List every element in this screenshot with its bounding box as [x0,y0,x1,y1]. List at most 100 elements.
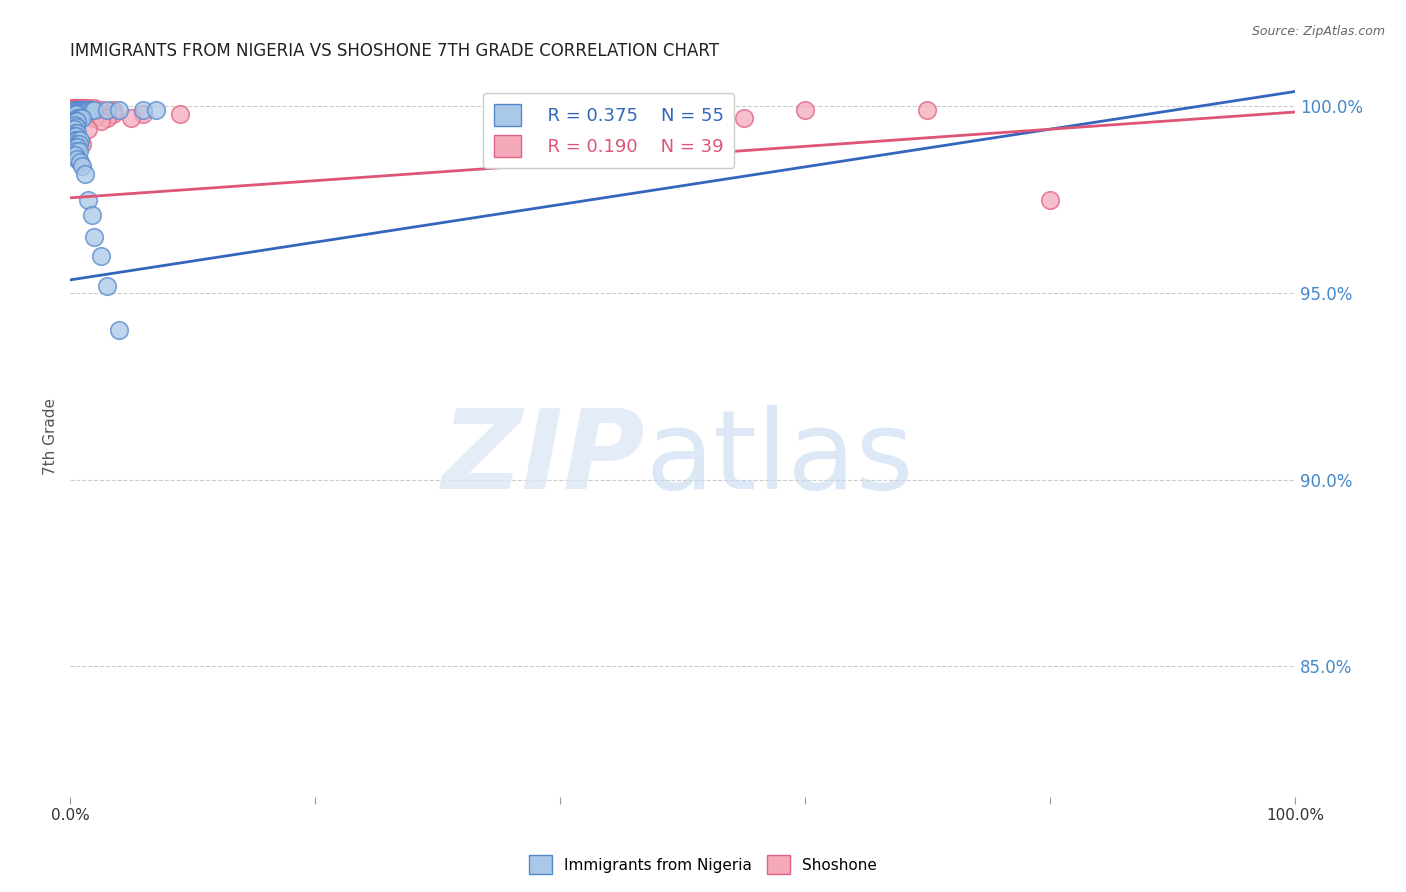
Point [101,103,124,118]
Point [77,103,100,118]
Point [63,133,86,147]
Point [90,114,112,128]
Y-axis label: 7th Grade: 7th Grade [44,398,58,475]
Text: ZIP: ZIP [443,405,645,512]
Point [66,101,89,115]
Point [73,103,96,118]
Point [77,101,100,115]
Text: Source: ZipAtlas.com: Source: ZipAtlas.com [1251,25,1385,38]
Point [62,114,84,128]
Text: IMMIGRANTS FROM NIGERIA VS SHOSHONE 7TH GRADE CORRELATION CHART: IMMIGRANTS FROM NIGERIA VS SHOSHONE 7TH … [70,42,718,60]
Point [72,103,94,118]
Point [65,145,87,159]
Point [76,103,98,118]
Point [169,107,191,121]
Point [66,103,89,118]
Point [65,111,87,125]
Point [65,129,87,144]
Point [63,107,86,121]
Point [63,101,86,115]
Point [70,111,93,125]
Point [63,107,86,121]
Text: atlas: atlas [645,405,914,512]
Point [77,121,100,136]
Point [794,103,817,118]
Point [132,107,155,121]
Point [917,103,939,118]
Point [79,103,101,118]
Point [96,278,118,293]
Point [90,249,112,263]
Point [69,155,91,169]
Point [65,107,87,121]
Point [80,208,103,222]
Point [63,138,86,153]
Point [70,136,93,151]
Point [132,103,155,118]
Point [63,140,86,154]
Point [70,103,93,118]
Point [65,101,87,115]
Point [63,148,86,162]
Point [67,103,90,118]
Point [62,121,84,136]
Point [73,101,96,115]
Point [145,103,167,118]
Point [62,148,84,162]
Point [62,107,84,121]
Point [65,114,87,128]
Point [69,111,91,125]
Legend:   R = 0.375    N = 55,   R = 0.190    N = 39: R = 0.375 N = 55, R = 0.190 N = 39 [484,93,734,168]
Point [66,111,89,125]
Point [69,103,91,118]
Point [63,118,86,132]
Point [65,129,87,144]
Point [62,114,84,128]
Point [73,167,96,181]
Point [69,101,91,115]
Point [108,103,131,118]
Point [66,140,89,154]
Point [90,103,112,118]
Point [70,101,93,115]
Point [75,103,97,118]
Point [66,114,89,128]
Point [60,124,83,138]
Point [67,145,90,159]
Point [66,152,89,166]
Point [60,101,83,115]
Point [120,111,142,125]
Point [62,135,84,149]
Point [733,111,755,125]
Point [83,101,105,115]
Point [70,103,93,118]
Point [83,111,105,125]
Point [63,126,86,140]
Point [69,133,91,147]
Point [67,136,90,151]
Point [63,114,86,128]
Point [70,101,93,115]
Point [83,230,105,244]
Point [66,126,89,140]
Point [101,107,124,121]
Point [65,136,87,151]
Point [66,111,89,125]
Point [66,133,89,147]
Point [83,103,105,118]
Point [63,103,86,118]
Point [65,120,87,134]
Point [62,101,84,115]
Point [60,107,83,121]
Point [80,103,103,118]
Point [108,323,131,337]
Point [96,103,118,118]
Point [70,159,93,173]
Legend: Immigrants from Nigeria, Shoshone: Immigrants from Nigeria, Shoshone [523,849,883,880]
Point [65,103,87,118]
Point [67,101,90,115]
Point [77,193,100,207]
Point [67,111,90,125]
Point [1039,193,1062,207]
Point [96,111,118,125]
